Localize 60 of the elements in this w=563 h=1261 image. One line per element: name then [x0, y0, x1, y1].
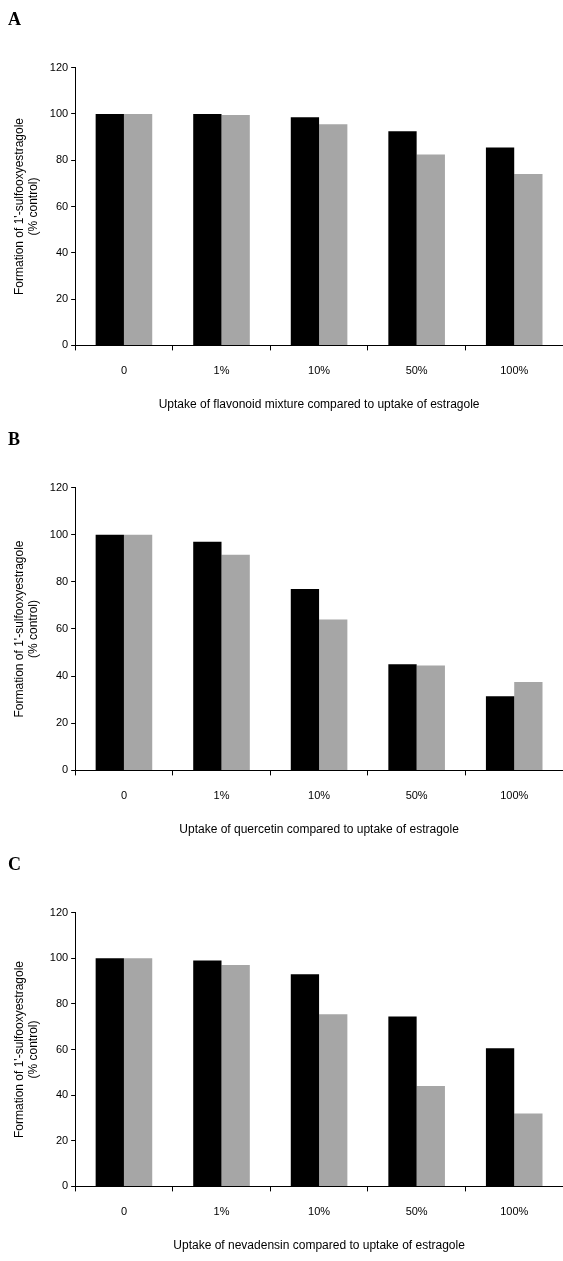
y-tick-label: 20 [55, 716, 69, 729]
y-tick-label: 20 [55, 292, 69, 305]
bar [416, 154, 445, 345]
x-tick-label: 50% [405, 789, 428, 802]
x-tick-label: 50% [405, 364, 428, 377]
x-tick-label: 10% [308, 1205, 331, 1218]
bar [221, 115, 250, 345]
x-tick-label: 0 [120, 789, 127, 802]
y-tick-label: 80 [55, 996, 69, 1009]
y-tick-label: 100 [49, 527, 69, 540]
bar [514, 174, 543, 345]
chart-title: B [8, 429, 21, 450]
y-axis-title: Formation of 1'-sulfooxyestragole (% control) [11, 117, 40, 296]
x-tick-label: 1% [213, 789, 230, 802]
y-tick-label: 60 [55, 199, 69, 212]
y-tick-label: 100 [49, 951, 69, 964]
bar [319, 124, 348, 345]
x-tick-label: 50% [405, 1205, 428, 1218]
x-tick-label: 100% [500, 1205, 529, 1218]
y-tick-label: 40 [55, 245, 69, 258]
bar [221, 554, 250, 770]
y-tick-label: 40 [55, 669, 69, 682]
y-tick-label: 40 [55, 1088, 69, 1101]
bar [221, 965, 250, 1186]
x-tick-label: 0 [120, 364, 127, 377]
chart-title: C [8, 854, 21, 875]
bar [123, 113, 153, 345]
y-tick-label: 80 [55, 574, 69, 587]
chart-title: A [8, 9, 21, 30]
y-tick-label: 60 [55, 622, 69, 635]
x-tick-label: 100% [500, 364, 529, 377]
bar [123, 534, 153, 770]
y-tick-label: 80 [55, 153, 69, 166]
y-axis-title: Formation of 1'-sulfooxyestragole (% control) [11, 960, 40, 1139]
y-tick-label: 20 [55, 1133, 69, 1146]
y-axis-title: Formation of 1'-sulfooxyestragole (% control) [11, 540, 40, 718]
x-axis-title: Uptake of nevadensin compared to uptake of estragole [173, 1238, 466, 1253]
x-tick-label: 100% [500, 789, 529, 802]
x-tick-label: 10% [308, 789, 331, 802]
y-tick-label: 0 [62, 338, 69, 351]
x-axis-title: Uptake of quercetin compared to uptake of estragole [179, 822, 460, 837]
bar [514, 1113, 543, 1186]
y-tick-label: 120 [49, 905, 69, 918]
bar [123, 958, 153, 1186]
y-tick-label: 120 [49, 60, 69, 73]
bar [319, 1014, 348, 1186]
x-tick-label: 0 [120, 1205, 127, 1218]
x-tick-label: 10% [308, 364, 331, 377]
x-axis-title: Uptake of flavonoid mixture compared to uptake of estragole [158, 397, 480, 412]
y-tick-label: 100 [49, 106, 69, 119]
y-tick-label: 0 [62, 1179, 69, 1192]
y-tick-label: 0 [62, 763, 69, 776]
x-tick-label: 1% [213, 364, 230, 377]
y-tick-label: 60 [55, 1042, 69, 1055]
x-tick-label: 1% [213, 1205, 230, 1218]
bar [514, 682, 543, 770]
bar [416, 1086, 445, 1186]
bar [416, 665, 445, 770]
y-tick-label: 120 [49, 480, 69, 493]
bar [319, 619, 348, 770]
